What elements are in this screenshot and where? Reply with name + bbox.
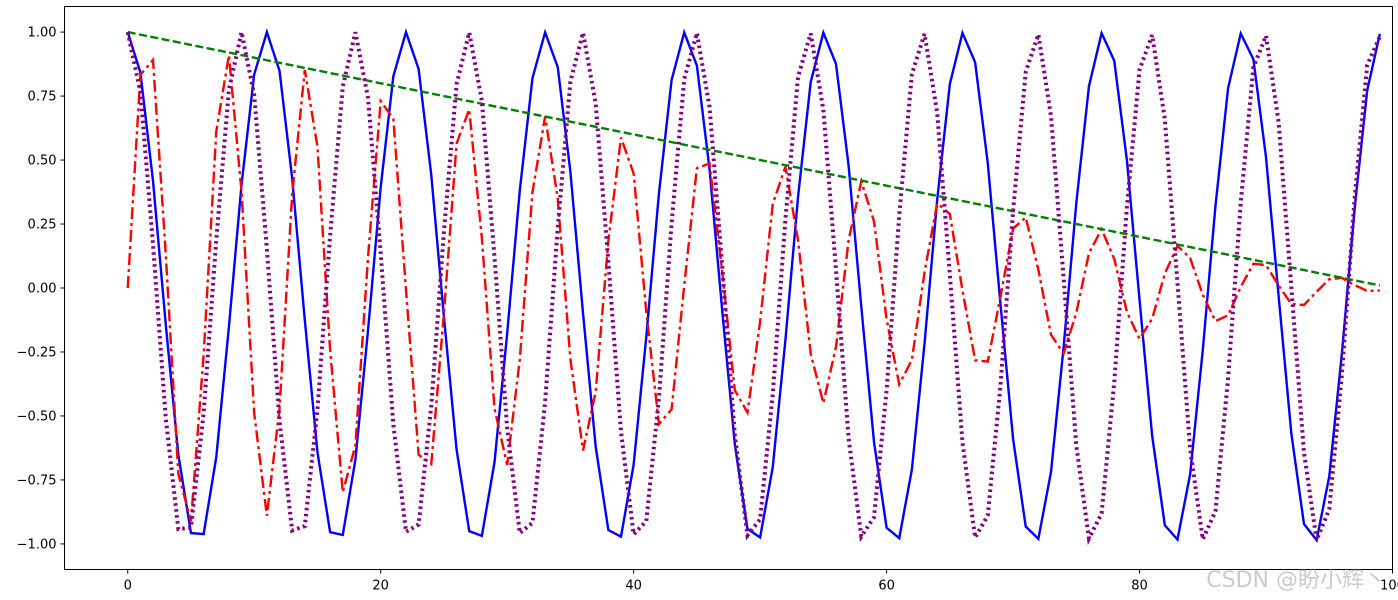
x-tick-label: 20 — [372, 579, 389, 594]
y-tick-label: −0.25 — [17, 345, 57, 360]
y-tick-label: 1.00 — [28, 26, 57, 41]
series-layer — [125, 28, 1382, 548]
x-axis: 0 20 40 60 80 100 — [124, 569, 1398, 594]
x-tick-label: 100 — [1380, 579, 1398, 594]
x-tick-label: 40 — [625, 579, 642, 594]
y-tick-label: 0.25 — [28, 218, 57, 233]
y-tick-label: 0.50 — [28, 154, 57, 169]
y-axis: −1.00 −0.75 −0.50 −0.25 0.00 0.25 0.50 0.75 1.00 — [17, 26, 65, 552]
y-tick-label: −1.00 — [17, 537, 57, 552]
y-tick-label: 0.00 — [28, 282, 57, 297]
x-tick-label: 0 — [124, 579, 132, 594]
series-line-3 — [127, 30, 1381, 287]
series-line-1 — [126, 28, 1382, 543]
series-line-4 — [125, 28, 1382, 548]
x-tick-label: 60 — [878, 579, 895, 594]
watermark: CSDN @盼小辉丶 — [1206, 568, 1386, 593]
x-tick-label: 80 — [1131, 579, 1148, 594]
y-tick-label: −0.50 — [17, 409, 57, 424]
y-tick-label: −0.75 — [17, 473, 57, 488]
y-tick-label: 0.75 — [28, 90, 57, 105]
series-line-2 — [126, 54, 1380, 522]
